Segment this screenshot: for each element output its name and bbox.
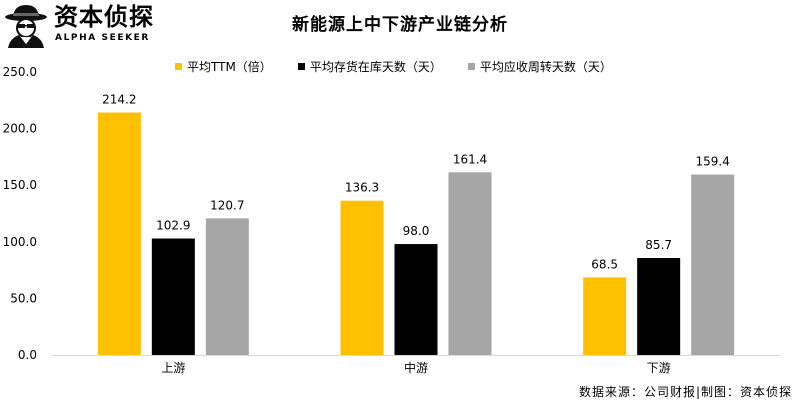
bar-ttm — [340, 200, 384, 355]
x-category-label: 上游 — [161, 361, 185, 375]
legend-swatch-ttm — [175, 62, 182, 70]
x-category-label: 中游 — [404, 360, 428, 375]
x-category-label: 下游 — [647, 361, 671, 375]
data-label-receivable-days: 159.4 — [695, 155, 729, 169]
legend-item-receivable-days: 平均应收周转天数（天） — [467, 58, 612, 75]
y-tick-label: 0.0 — [18, 348, 37, 362]
brand-tagline: ALPHA SEEKER — [55, 33, 150, 43]
detective-icon — [5, 5, 47, 48]
legend-item-ttm: 平均TTM（倍） — [175, 58, 272, 75]
data-label-ttm: 136.3 — [345, 181, 379, 195]
bar-inventory-days — [637, 257, 681, 355]
data-label-ttm: 68.5 — [591, 257, 618, 271]
legend-label-ttm: 平均TTM（倍） — [187, 59, 272, 74]
brand-logo: 资本侦探 ALPHA SEEKER — [4, 2, 164, 48]
legend-label-inventory-days: 平均存货在库天数（天） — [309, 59, 442, 74]
y-tick-label: 50.0 — [10, 291, 37, 305]
y-tick-label: 100.0 — [3, 235, 37, 249]
brand-name: 资本侦探 — [54, 3, 154, 31]
bar-receivable-days — [205, 218, 249, 355]
data-label-receivable-days: 120.7 — [210, 198, 244, 212]
chart-title: 新能源上中下游产业链分析 — [292, 15, 508, 35]
y-tick-label: 150.0 — [3, 178, 37, 192]
legend-swatch-receivable-days — [467, 62, 475, 70]
y-tick-label: 250.0 — [3, 65, 37, 79]
data-label-receivable-days: 161.4 — [453, 152, 487, 166]
bar-receivable-days — [691, 174, 735, 355]
bar-ttm — [583, 277, 627, 355]
data-label-inventory-days: 85.7 — [645, 238, 672, 252]
bar-inventory-days — [394, 244, 438, 355]
bar-inventory-days — [151, 238, 195, 355]
data-label-inventory-days: 102.9 — [156, 219, 190, 233]
legend-item-inventory-days: 平均存货在库天数（天） — [297, 58, 442, 75]
legend-label-receivable-days: 平均应收周转天数（天） — [479, 59, 612, 74]
y-tick-label: 200.0 — [3, 122, 37, 136]
bar-ttm — [97, 112, 141, 355]
source-note: 数据来源：公司财报|制图：资本侦探 — [578, 385, 792, 399]
data-label-ttm: 214.2 — [102, 93, 136, 107]
chart-legend: 平均TTM（倍） 平均存货在库天数（天） 平均应收周转天数（天） — [175, 57, 612, 75]
bar-receivable-days — [448, 172, 492, 355]
legend-swatch-inventory-days — [297, 62, 305, 70]
data-label-inventory-days: 98.0 — [403, 224, 430, 238]
